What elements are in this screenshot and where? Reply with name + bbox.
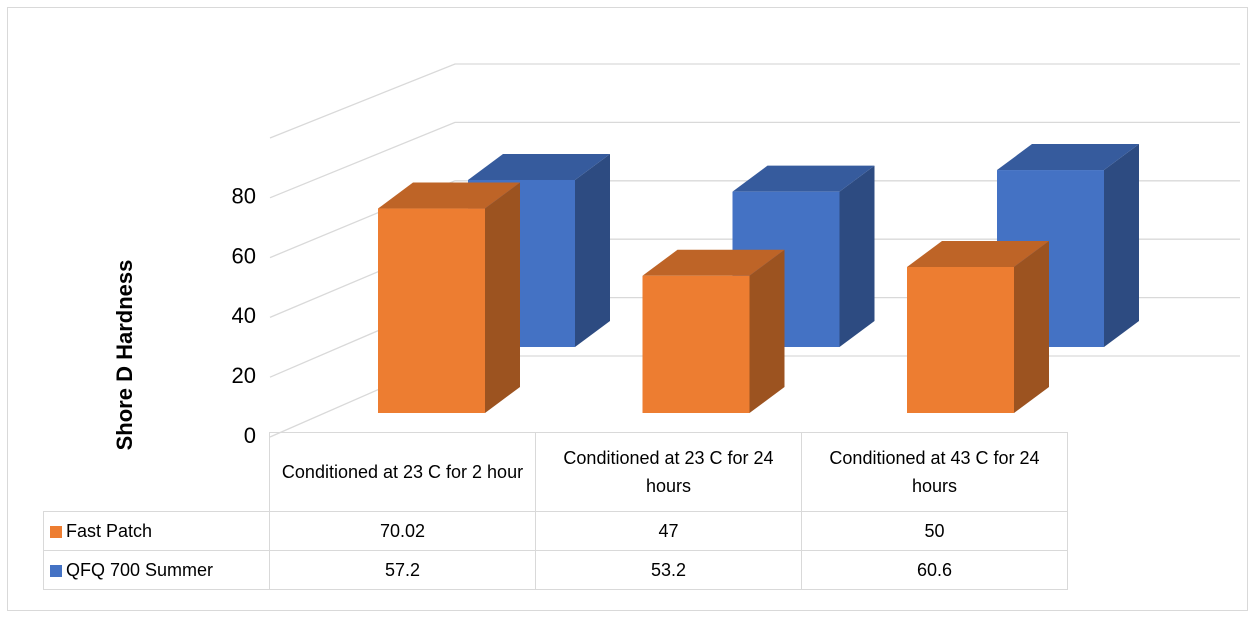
y-tick-label: 80	[232, 184, 256, 209]
y-axis-label: Shore D Hardness	[112, 260, 137, 451]
legend-cell: QFQ 700 Summer	[43, 550, 270, 590]
bar-side	[1014, 241, 1049, 413]
y-tick-label: 20	[232, 363, 256, 388]
bar-side	[749, 249, 785, 413]
bar-side	[839, 165, 875, 347]
bar	[907, 267, 1014, 413]
y-tick-label: 60	[232, 243, 256, 268]
table-header-row: Conditioned at 23 C for 2 hour Conditione…	[44, 432, 1068, 512]
value-cell: 70.02	[269, 511, 536, 551]
y-tick-label: 40	[232, 303, 256, 328]
blank-cell	[44, 433, 270, 512]
table-row: Fast Patch 70.02 47 50	[43, 511, 1068, 551]
table-row: QFQ 700 Summer 57.2 53.2 60.6	[43, 550, 1068, 590]
bar-top	[907, 241, 1049, 267]
bar-top	[378, 182, 520, 209]
legend-key	[50, 564, 62, 577]
bar-side	[575, 153, 610, 347]
bar-top	[642, 249, 785, 276]
value-cell: 50	[801, 511, 1068, 551]
data-table: Conditioned at 23 C for 2 hour Conditione…	[43, 432, 1068, 590]
bar-side	[485, 182, 520, 413]
x-tick-label: Conditioned at 23 C for 2 hour	[269, 432, 536, 512]
grid-line	[269, 121, 1240, 199]
legend-label: Fast Patch	[66, 520, 153, 541]
value-cell: 57.2	[269, 550, 536, 590]
bar-top	[732, 165, 875, 192]
wall-top-edge	[269, 63, 1240, 139]
bar	[378, 208, 485, 413]
legend-cell: Fast Patch	[43, 511, 270, 551]
x-tick-label: Conditioned at 43 C for 24 hours	[801, 432, 1068, 512]
legend-key	[50, 525, 62, 538]
legend-label: QFQ 700 Summer	[66, 559, 214, 580]
bar-side	[1104, 144, 1139, 347]
bar-top	[468, 153, 610, 180]
x-tick-label: Conditioned at 23 C for 24 hours	[535, 432, 802, 512]
bar-top	[997, 144, 1139, 171]
grid-line	[269, 180, 1240, 259]
value-cell: 53.2	[535, 550, 802, 590]
value-cell: 60.6	[801, 550, 1068, 590]
value-cell: 47	[535, 511, 802, 551]
y-tick-label: 0	[244, 423, 256, 448]
chart-border	[7, 7, 1248, 611]
bar	[642, 275, 750, 413]
plot-area	[269, 63, 1240, 438]
